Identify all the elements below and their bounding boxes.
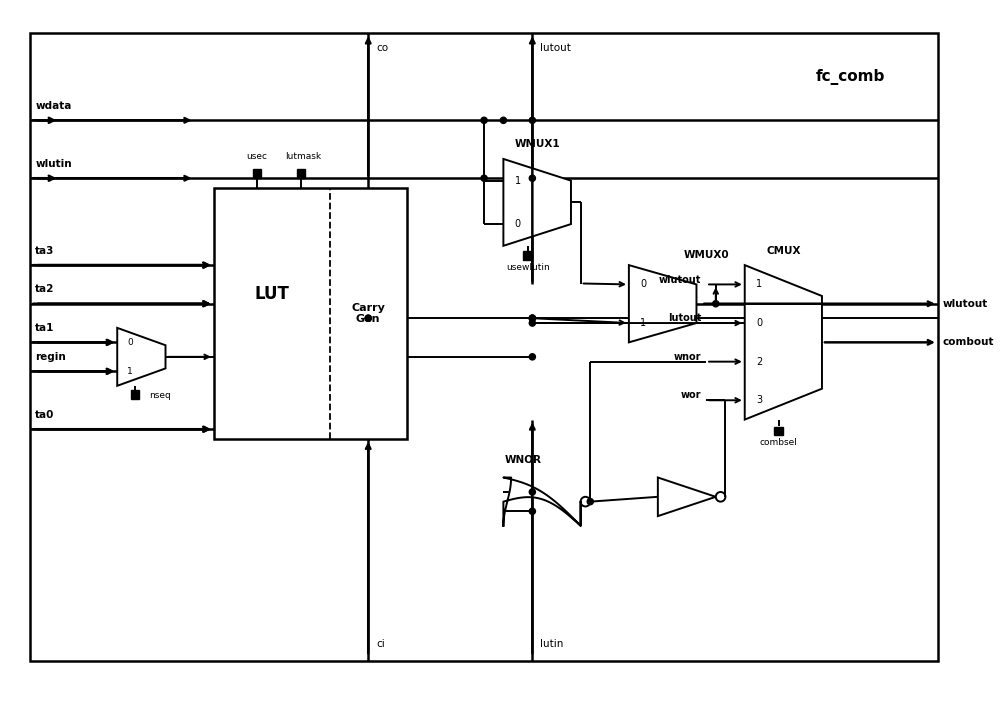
Text: 1: 1 <box>515 175 521 186</box>
Circle shape <box>529 315 535 321</box>
Circle shape <box>365 315 371 321</box>
Circle shape <box>481 118 487 123</box>
Text: ta1: ta1 <box>35 323 55 333</box>
Polygon shape <box>503 477 581 526</box>
Bar <box>297 169 305 177</box>
Text: Carry
Gen: Carry Gen <box>351 303 385 324</box>
Text: wdata: wdata <box>35 101 72 111</box>
Circle shape <box>587 498 593 505</box>
Text: ci: ci <box>376 639 385 648</box>
Circle shape <box>529 315 535 321</box>
Circle shape <box>713 301 719 307</box>
Polygon shape <box>503 159 571 246</box>
Circle shape <box>365 315 371 321</box>
Text: combout: combout <box>943 337 994 347</box>
Text: 0: 0 <box>515 219 521 229</box>
Text: ta3: ta3 <box>35 246 55 256</box>
Text: wlutout: wlutout <box>659 275 701 284</box>
Text: 1: 1 <box>756 279 762 289</box>
Circle shape <box>500 118 506 123</box>
Text: 3: 3 <box>756 395 762 406</box>
Circle shape <box>529 508 535 515</box>
Text: CMUX: CMUX <box>766 246 801 256</box>
Text: 1: 1 <box>127 367 133 376</box>
Circle shape <box>529 489 535 495</box>
Text: regin: regin <box>35 352 66 362</box>
Text: 1: 1 <box>640 318 646 328</box>
Text: WMUX1: WMUX1 <box>514 139 560 149</box>
Text: lutout: lutout <box>540 43 571 53</box>
Text: lutout: lutout <box>668 313 701 323</box>
Text: lutin: lutin <box>540 639 563 648</box>
Text: lutmask: lutmask <box>285 153 322 161</box>
Bar <box>253 169 261 177</box>
Text: 0: 0 <box>127 338 133 347</box>
Text: 2: 2 <box>756 357 762 367</box>
Text: wor: wor <box>681 391 701 401</box>
Text: wlutin: wlutin <box>35 158 72 169</box>
Text: usec: usec <box>247 153 268 161</box>
Circle shape <box>529 353 535 360</box>
Text: WNOR: WNOR <box>504 455 541 465</box>
Circle shape <box>529 175 535 182</box>
Polygon shape <box>629 265 696 342</box>
Text: 0: 0 <box>756 318 762 328</box>
Text: 0: 0 <box>640 279 646 289</box>
Text: co: co <box>376 43 388 53</box>
Polygon shape <box>117 328 166 386</box>
Polygon shape <box>658 477 716 516</box>
Circle shape <box>481 175 487 182</box>
Text: ta2: ta2 <box>35 284 55 294</box>
Text: wlutout: wlutout <box>943 298 988 309</box>
Circle shape <box>529 315 535 321</box>
Bar <box>774 427 783 435</box>
Text: nseq: nseq <box>149 391 171 400</box>
Circle shape <box>529 118 535 123</box>
Text: fc_comb: fc_comb <box>816 69 886 85</box>
Text: usewlutin: usewlutin <box>506 263 550 272</box>
Text: ta0: ta0 <box>35 410 55 420</box>
Bar <box>214 188 407 439</box>
Text: LUT: LUT <box>254 285 289 303</box>
Text: combsel: combsel <box>760 439 797 447</box>
Text: WMUX0: WMUX0 <box>683 251 729 260</box>
Bar <box>131 391 139 398</box>
Text: wnor: wnor <box>674 352 701 362</box>
Circle shape <box>529 320 535 326</box>
Polygon shape <box>745 265 822 420</box>
Bar <box>523 251 532 260</box>
